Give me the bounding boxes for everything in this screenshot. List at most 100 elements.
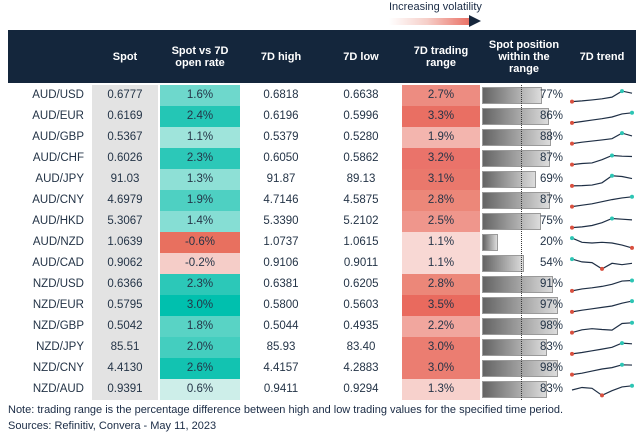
trading-range-cell: 1.3% xyxy=(402,379,480,400)
spot-value: 0.5042 xyxy=(92,316,158,337)
header-trading-range: 7D trading range xyxy=(413,44,469,69)
position-cell: 98% xyxy=(482,316,566,337)
table-row: AUD/GBP 0.5367 1.1% 0.5379 0.5280 1.9% 8… xyxy=(8,127,636,148)
position-cell: 91% xyxy=(482,274,566,295)
trading-range-cell: 3.0% xyxy=(402,337,480,358)
7d-high-value: 0.6196 xyxy=(263,110,299,122)
sparkline-svg xyxy=(570,216,633,230)
sparkline-svg xyxy=(570,110,634,125)
table-row: AUD/HKD 5.3067 1.4% 5.3390 5.2102 2.5% 7… xyxy=(8,211,636,232)
7d-low-value: 0.6638 xyxy=(343,89,379,101)
header-7d-high: 7D high xyxy=(260,50,302,63)
currency-pair-label: AUD/CAD xyxy=(32,257,84,269)
7d-low-value: 0.5862 xyxy=(343,152,379,164)
position-bar xyxy=(482,108,550,125)
7d-high-value: 85.93 xyxy=(266,341,296,353)
currency-pair-label: AUD/CNY xyxy=(32,194,84,206)
7d-low-value: 89.13 xyxy=(346,173,376,185)
header-7d-low: 7D low xyxy=(343,50,379,63)
position-cell: 20% xyxy=(482,232,566,253)
table-row: AUD/USD 0.6777 1.6% 0.6818 0.6638 2.7% 7… xyxy=(8,85,636,106)
position-label: 86% xyxy=(539,110,563,122)
fx-volatility-table: Spot Spot vs 7D open rate 7D high 7D low… xyxy=(8,30,636,400)
header-spot: Spot xyxy=(112,50,138,63)
position-bar xyxy=(482,213,541,230)
position-cell: 83% xyxy=(482,337,566,358)
position-bar xyxy=(482,192,550,209)
position-bar xyxy=(482,234,498,251)
position-cell: 77% xyxy=(482,85,566,106)
position-bar xyxy=(482,150,550,167)
spot-value: 5.3067 xyxy=(92,211,158,232)
sparkline xyxy=(568,358,636,379)
spot-vs-open-cell: 3.0% xyxy=(160,295,240,316)
spot-vs-open-cell: 2.0% xyxy=(160,337,240,358)
position-label: 98% xyxy=(539,362,563,374)
7d-high-value: 0.6818 xyxy=(263,89,299,101)
spot-vs-open-cell: 2.3% xyxy=(160,148,240,169)
7d-low-value: 0.6205 xyxy=(343,278,379,290)
table-row: AUD/CAD 0.9062 -0.2% 0.9106 0.9011 1.1% … xyxy=(8,253,636,274)
currency-pair-label: NZD/CNY xyxy=(32,362,84,374)
spot-vs-open-cell: 1.3% xyxy=(160,169,240,190)
position-cell: 69% xyxy=(482,169,566,190)
position-cell: 83% xyxy=(482,379,566,400)
volatility-gradient-bar xyxy=(389,18,473,25)
sparkline-svg xyxy=(570,362,633,377)
sparkline-svg xyxy=(570,341,633,356)
increasing-volatility-arrow-icon xyxy=(389,15,483,27)
volatility-indicator: Increasing volatility xyxy=(389,1,489,27)
table-row: NZD/AUD 0.9391 0.6% 0.9411 0.9294 1.3% 8… xyxy=(8,379,636,400)
spot-value: 0.6026 xyxy=(92,148,158,169)
header-spot-position: Spot position within the range xyxy=(488,38,560,75)
spot-vs-open-cell: 0.6% xyxy=(160,379,240,400)
sparkline xyxy=(568,148,636,169)
position-bar xyxy=(482,255,525,272)
7d-high-value: 91.87 xyxy=(266,173,296,185)
7d-low-value: 0.9011 xyxy=(343,257,379,269)
currency-pair-label: AUD/EUR xyxy=(32,110,84,122)
7d-high-value: 4.4157 xyxy=(263,362,299,374)
volatility-label: Increasing volatility xyxy=(389,1,482,13)
trading-range-cell: 3.5% xyxy=(402,295,480,316)
sparkline xyxy=(568,337,636,358)
table-row: NZD/USD 0.6366 2.3% 0.6381 0.6205 2.8% 9… xyxy=(8,274,636,295)
7d-low-value: 1.0615 xyxy=(343,236,379,248)
sparkline xyxy=(568,379,636,400)
arrow-head-icon xyxy=(469,15,481,27)
sparkline-svg xyxy=(570,278,634,293)
spot-value: 0.9062 xyxy=(92,253,158,274)
position-label: 91% xyxy=(539,278,563,290)
trading-range-cell: 2.8% xyxy=(402,274,480,295)
7d-high-value: 0.5044 xyxy=(263,320,299,332)
trading-range-cell: 2.2% xyxy=(402,316,480,337)
sparkline-svg xyxy=(570,89,633,104)
trading-range-cell: 1.1% xyxy=(402,253,480,274)
currency-pair-label: AUD/CHF xyxy=(32,152,84,164)
sparkline xyxy=(568,253,636,274)
position-label: 98% xyxy=(539,320,563,332)
spot-value: 4.6979 xyxy=(92,190,158,211)
trading-range-cell: 3.0% xyxy=(402,358,480,379)
spot-vs-open-cell: 1.4% xyxy=(160,211,240,232)
position-label: 69% xyxy=(539,173,563,185)
7d-low-value: 4.2883 xyxy=(343,362,379,374)
position-bar xyxy=(482,339,547,356)
sparkline xyxy=(568,190,636,211)
table-row: AUD/JPY 91.03 1.3% 91.87 89.13 3.1% 69% xyxy=(8,169,636,190)
position-bar xyxy=(482,381,547,398)
sparkline-svg xyxy=(570,153,633,167)
7d-high-value: 0.9106 xyxy=(263,257,299,269)
sparkline xyxy=(568,85,636,106)
spot-value: 0.9391 xyxy=(92,379,158,400)
position-cell: 87% xyxy=(482,190,566,211)
position-label: 87% xyxy=(539,194,563,206)
position-cell: 75% xyxy=(482,211,566,232)
position-bar xyxy=(482,171,536,188)
spot-value: 0.6777 xyxy=(92,85,158,106)
sparkline xyxy=(568,295,636,316)
table-row: AUD/CNY 4.6979 1.9% 4.7146 4.5875 2.8% 8… xyxy=(8,190,636,211)
sparkline xyxy=(568,232,636,253)
currency-pair-label: NZD/USD xyxy=(32,278,84,290)
position-cell: 54% xyxy=(482,253,566,274)
